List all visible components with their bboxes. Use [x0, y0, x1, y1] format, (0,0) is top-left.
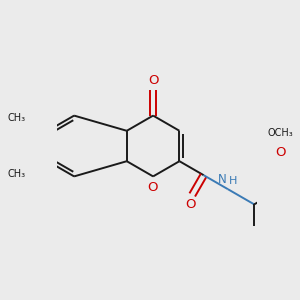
Text: O: O — [147, 181, 158, 194]
Text: OCH₃: OCH₃ — [268, 128, 293, 138]
Text: CH₃: CH₃ — [8, 169, 26, 179]
Text: N: N — [218, 173, 226, 186]
Text: H: H — [229, 176, 237, 186]
Text: O: O — [148, 74, 158, 87]
Text: O: O — [185, 198, 196, 211]
Text: O: O — [275, 146, 286, 159]
Text: CH₃: CH₃ — [8, 113, 26, 123]
